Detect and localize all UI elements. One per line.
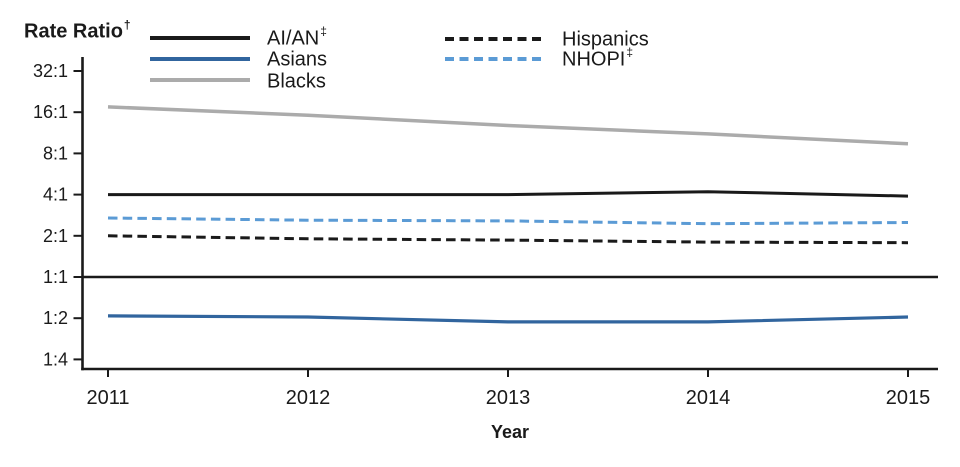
legend-label-blacks-text: Blacks xyxy=(267,70,326,93)
legend-label-aian: AI/AN‡ xyxy=(267,23,327,50)
chart-title: Rate Ratio† xyxy=(24,18,131,44)
legend-label-nhopi-text: NHOPI xyxy=(562,48,626,71)
y-tick-label: 4:1 xyxy=(43,185,68,205)
x-tick-label: 2011 xyxy=(86,387,129,409)
legend-item-nhopi: NHOPI‡ xyxy=(445,45,649,71)
legend-item-hispanics: Hispanics xyxy=(445,28,649,50)
y-tick-label: 8:1 xyxy=(43,143,68,163)
legend-line-aian xyxy=(150,35,250,40)
legend-label-aian-text: AI/AN xyxy=(267,27,320,50)
y-tick-label: 1:2 xyxy=(43,308,68,328)
legend-column-1: AI/AN‡ Asians Blacks xyxy=(150,23,327,91)
legend-label-aian-doubledagger: ‡ xyxy=(320,23,327,38)
y-tick-label: 2:1 xyxy=(43,226,68,246)
legend-label-hispanics-text: Hispanics xyxy=(562,28,649,51)
x-tick-label: 2013 xyxy=(486,387,531,409)
x-tick-label: 2015 xyxy=(886,387,931,409)
legend-label-blacks: Blacks xyxy=(267,70,326,93)
legend-label-hispanics: Hispanics xyxy=(562,28,649,50)
legend-column-2: Hispanics NHOPI‡ xyxy=(445,28,649,71)
legend-label-nhopi-doubledagger: ‡ xyxy=(626,45,634,60)
chart-title-text: Rate Ratio xyxy=(24,20,123,43)
legend-line-asians xyxy=(150,57,250,62)
legend-item-aian: AI/AN‡ xyxy=(150,23,327,50)
legend-label-asians-text: Asians xyxy=(267,48,328,71)
series-line-aian xyxy=(108,190,909,198)
y-tick-label: 32:1 xyxy=(33,61,68,81)
series-line-hispanics xyxy=(107,234,909,245)
chart-title-dagger: † xyxy=(123,18,131,32)
legend-item-asians: Asians xyxy=(150,48,327,70)
y-tick-label: 1:4 xyxy=(43,349,68,369)
legend-label-nhopi: NHOPI‡ xyxy=(562,45,634,71)
y-tick-label: 16:1 xyxy=(33,102,68,122)
legend-line-hispanics xyxy=(445,37,545,41)
legend-line-nhopi xyxy=(445,57,545,61)
x-tick-label: 2012 xyxy=(286,387,331,409)
y-tick-label: 1:1 xyxy=(43,267,68,287)
series-line-asians xyxy=(107,314,909,324)
legend-item-blacks: Blacks xyxy=(150,70,327,91)
legend-label-asians: Asians xyxy=(267,48,327,70)
series-line-nhopi xyxy=(107,216,909,226)
x-axis-title: Year xyxy=(491,422,529,442)
series-line-blacks xyxy=(107,105,909,146)
x-tick-label: 2014 xyxy=(686,387,731,409)
legend-line-blacks xyxy=(150,78,250,83)
